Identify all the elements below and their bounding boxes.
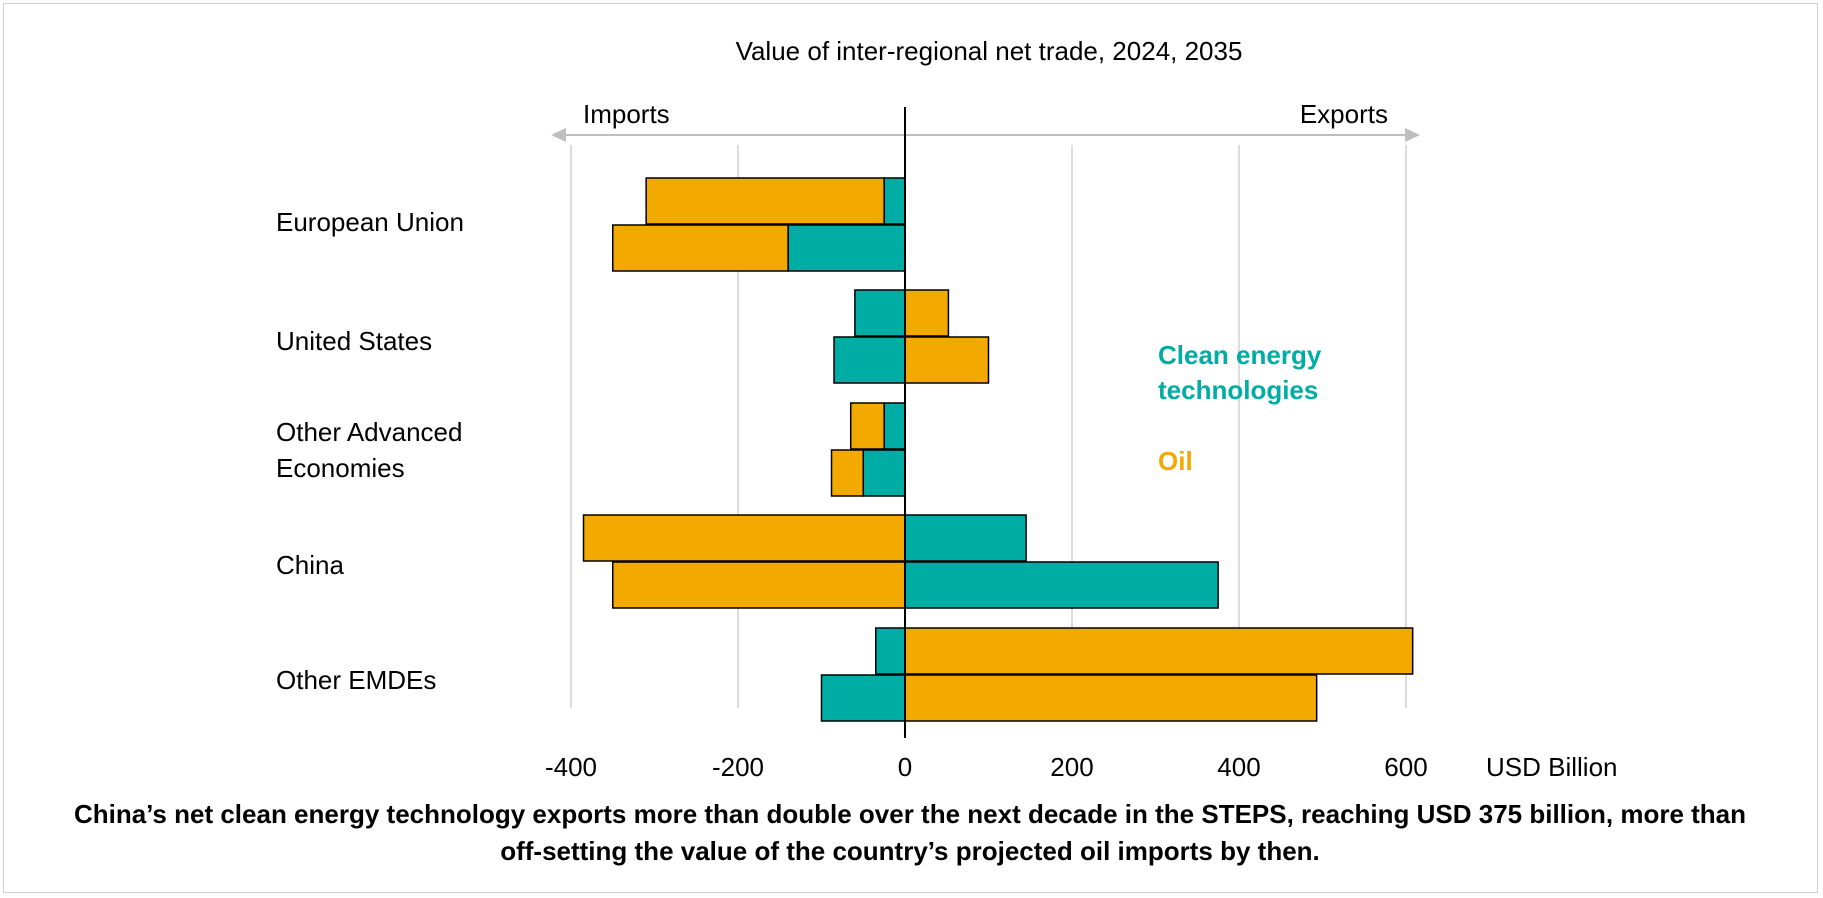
imports-label: Imports xyxy=(583,99,670,129)
x-tick-label: 600 xyxy=(1384,752,1427,782)
x-tick-label: -400 xyxy=(545,752,597,782)
bar-clean-energy-2024 xyxy=(883,177,906,225)
bar-clean-energy-2024 xyxy=(854,289,906,337)
exports-label: Exports xyxy=(1300,99,1388,129)
x-tick-label: 0 xyxy=(898,752,912,782)
bar-clean-energy-2035 xyxy=(904,561,1219,609)
bar-clean-energy-2035 xyxy=(833,336,906,384)
bar-oil-2024 xyxy=(904,627,1414,675)
legend-line: technologies xyxy=(1158,375,1318,405)
bar-oil-2035 xyxy=(612,224,789,272)
bar-clean-energy-2024 xyxy=(904,514,1027,562)
category-label: Other Advanced Economies xyxy=(276,417,462,483)
legend-clean-energy: Clean energy technologies xyxy=(1158,340,1322,405)
category-label: Other EMDEs xyxy=(276,665,436,695)
bar-oil-2024 xyxy=(849,402,885,450)
bar-oil-2024 xyxy=(582,514,906,562)
figure-caption: China’s net clean energy technology expo… xyxy=(73,799,1747,866)
category-label: China xyxy=(276,550,344,580)
category-label: United States xyxy=(276,326,432,356)
bar-clean-energy-2035 xyxy=(820,674,906,722)
bar-clean-energy-2024 xyxy=(875,627,906,675)
figure-frame xyxy=(3,3,1818,893)
x-axis-unit-label: USD Billion xyxy=(1486,752,1618,782)
bar-oil-2024 xyxy=(645,177,885,225)
bar-clean-energy-2024 xyxy=(883,402,906,450)
exports-arrowhead-icon xyxy=(1405,128,1420,142)
legend-oil: Oil xyxy=(1158,446,1193,476)
legend-line: Clean energy xyxy=(1158,340,1322,370)
bar-oil-2035 xyxy=(830,449,865,497)
category-label: European Union xyxy=(276,207,464,237)
bar-clean-energy-2035 xyxy=(862,449,906,497)
category-label-line: Other Advanced xyxy=(276,417,462,447)
bar-clean-energy-2035 xyxy=(787,224,906,272)
bar-oil-2035 xyxy=(904,336,990,384)
bar-oil-2035 xyxy=(612,561,906,609)
x-tick-label: -200 xyxy=(712,752,764,782)
imports-arrowhead-icon xyxy=(551,128,566,142)
bar-oil-2035 xyxy=(904,674,1318,722)
bar-oil-2024 xyxy=(904,289,950,337)
category-label-line: Economies xyxy=(276,453,405,483)
chart-subtitle: Value of inter-regional net trade, 2024,… xyxy=(736,36,1243,66)
x-tick-label: 200 xyxy=(1050,752,1093,782)
x-tick-label: 400 xyxy=(1217,752,1260,782)
